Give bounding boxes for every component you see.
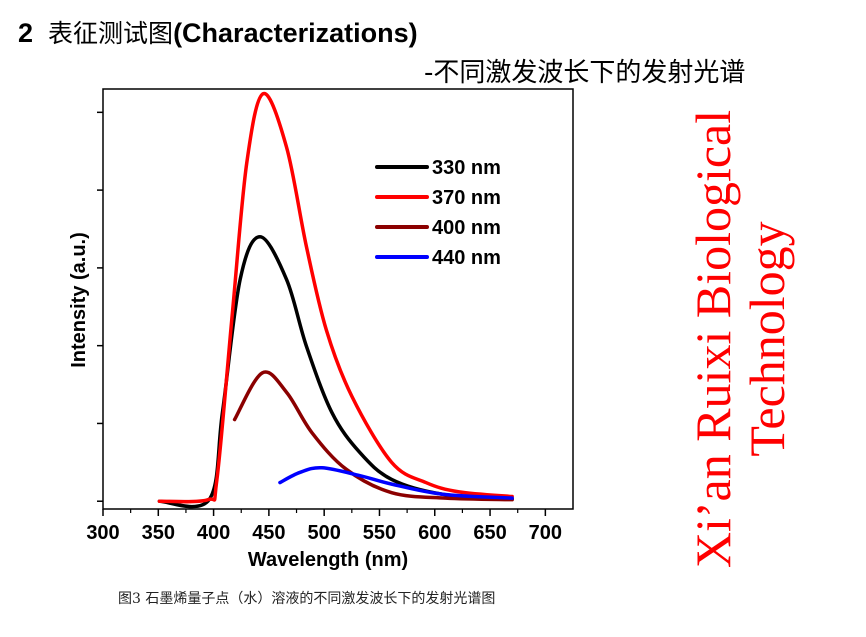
plot-frame	[102, 88, 574, 510]
x-tick-label: 650	[473, 522, 506, 544]
x-tick-label: 300	[86, 522, 119, 544]
title-en: (Characterizations)	[173, 18, 418, 48]
figure-caption: 图3 石墨烯量子点（水）溶液的不同激发波长下的发射光谱图	[118, 591, 496, 607]
x-tick-label: 500	[307, 522, 340, 544]
x-axis-label: Wavelength (nm)	[248, 549, 408, 571]
series-line-370-nm	[157, 91, 514, 504]
section-number: 2	[18, 18, 34, 48]
x-tick-label: 600	[418, 522, 451, 544]
title-cn: 表征测试图	[48, 19, 174, 48]
x-tick-label: 350	[142, 522, 175, 544]
x-tick-label: 550	[363, 522, 396, 544]
series-line-440-nm	[278, 465, 514, 500]
x-tick-label: 450	[252, 522, 285, 544]
x-tick-label: 400	[197, 522, 230, 544]
legend-label: 400 nm	[432, 217, 501, 239]
legend-label: 440 nm	[432, 247, 501, 269]
slide-title: 2 表征测试图(Characterizations)	[18, 14, 418, 50]
slide-subtitle: -不同激发波长下的发射光谱	[424, 58, 746, 88]
legend-label: 330 nm	[432, 157, 501, 179]
legend-label: 370 nm	[432, 187, 501, 209]
series-line-400-nm	[232, 370, 514, 502]
y-axis-label: Intensity (a.u.)	[68, 232, 90, 368]
series-line-330-nm	[157, 235, 514, 509]
x-tick-label: 700	[529, 522, 562, 544]
